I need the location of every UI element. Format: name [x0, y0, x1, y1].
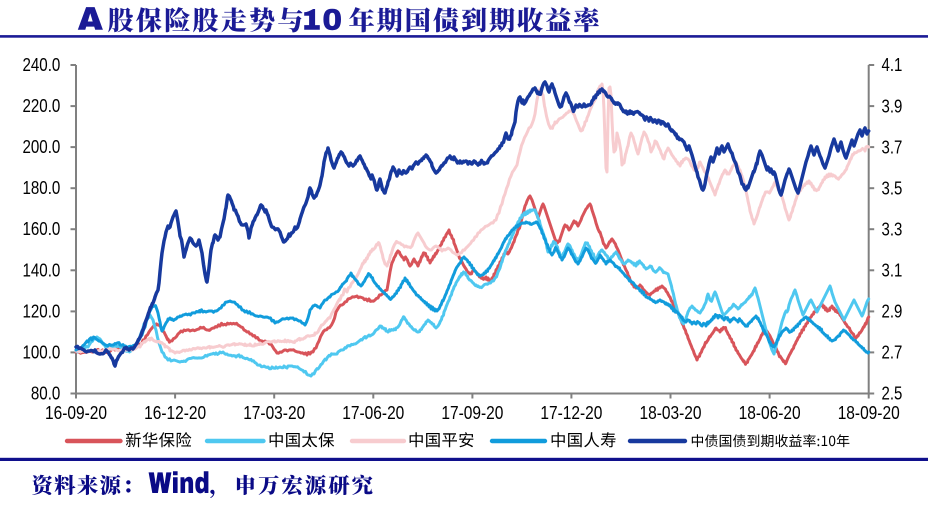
- svg-text:18-09-20: 18-09-20: [838, 403, 900, 423]
- svg-text:80.0: 80.0: [31, 384, 60, 404]
- svg-text:220.0: 220.0: [23, 96, 61, 116]
- svg-text:16-12-20: 16-12-20: [144, 403, 206, 423]
- svg-text:17-06-20: 17-06-20: [342, 403, 404, 423]
- svg-text:2.9: 2.9: [882, 302, 903, 322]
- svg-text:240.0: 240.0: [23, 55, 61, 75]
- svg-text:3.1: 3.1: [882, 261, 903, 281]
- svg-text:2.7: 2.7: [882, 343, 903, 363]
- svg-text:120.0: 120.0: [23, 301, 61, 321]
- svg-text:18-03-20: 18-03-20: [640, 403, 702, 423]
- svg-text:4.1: 4.1: [882, 55, 903, 75]
- svg-text:200.0: 200.0: [23, 137, 61, 157]
- svg-text:3.3: 3.3: [882, 219, 903, 239]
- svg-text:17-03-20: 17-03-20: [243, 403, 305, 423]
- svg-text:3.5: 3.5: [882, 178, 903, 198]
- svg-text:18-06-20: 18-06-20: [739, 403, 801, 423]
- svg-text:2.5: 2.5: [882, 384, 903, 404]
- svg-text:160.0: 160.0: [23, 219, 61, 239]
- svg-text:17-09-20: 17-09-20: [441, 403, 503, 423]
- svg-text:100.0: 100.0: [23, 342, 61, 362]
- svg-text:16-09-20: 16-09-20: [45, 403, 107, 423]
- svg-text:180.0: 180.0: [23, 178, 61, 198]
- svg-text:17-12-20: 17-12-20: [540, 403, 602, 423]
- svg-text:3.7: 3.7: [882, 137, 903, 157]
- svg-text:140.0: 140.0: [23, 260, 61, 280]
- svg-text:3.9: 3.9: [882, 96, 903, 116]
